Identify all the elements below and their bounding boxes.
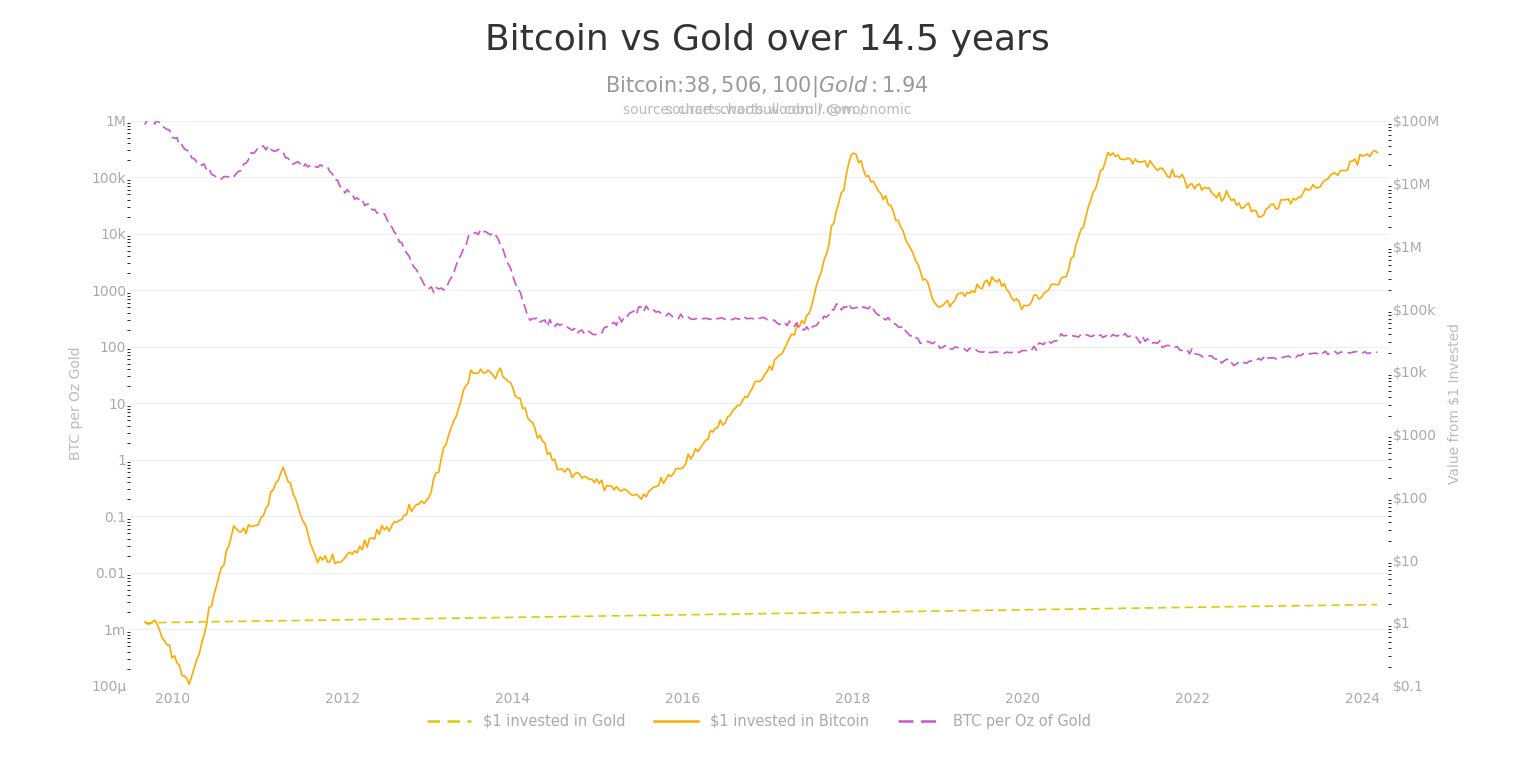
Text: Bitcoin:$38,506,100  |  Gold:$1.94: Bitcoin:$38,506,100 | Gold:$1.94: [604, 74, 930, 99]
Legend: $1 invested in Gold, $1 invested in Bitcoin, BTC per Oz of Gold: $1 invested in Gold, $1 invested in Bitc…: [422, 708, 1097, 735]
Y-axis label: Value from $1 Invested: Value from $1 Invested: [1448, 323, 1462, 484]
Text: Bitcoin vs Gold over 14.5 years: Bitcoin vs Gold over 14.5 years: [485, 23, 1049, 58]
Text: source: charts.woobull.com / @woonomic: source: charts.woobull.com / @woonomic: [623, 103, 911, 117]
Text: source: charts.woobull.com /: source: charts.woobull.com /: [666, 103, 868, 117]
Y-axis label: BTC per Oz Gold: BTC per Oz Gold: [69, 347, 83, 460]
